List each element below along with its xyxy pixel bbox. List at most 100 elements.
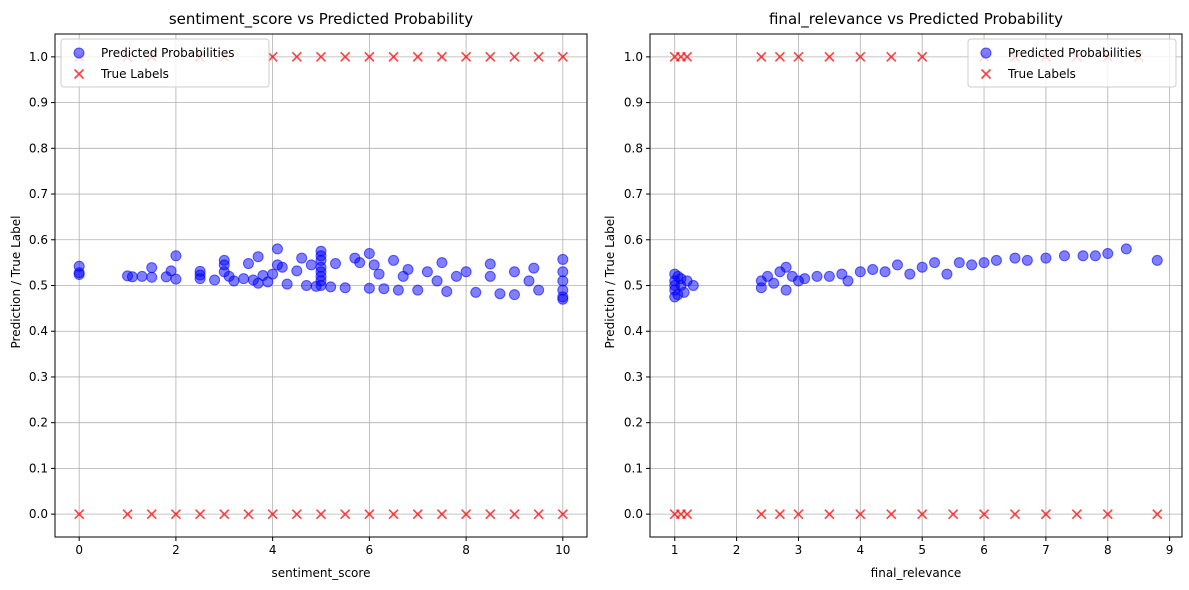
data-point-true-label: [855, 509, 866, 520]
y-axis-label: Prediction / True Label: [9, 216, 23, 349]
data-point-predicted: [557, 293, 569, 305]
data-point-true-label: [774, 51, 785, 62]
data-point-predicted: [378, 283, 390, 295]
data-point-predicted: [1089, 250, 1101, 262]
data-point-predicted: [678, 286, 690, 298]
data-point-true-label: [243, 509, 254, 520]
data-point-predicted: [146, 271, 158, 283]
data-point-predicted: [528, 262, 540, 274]
data-point-true-label: [388, 51, 399, 62]
chart-panel-final-relevance: final_relevance vs Predicted Probability…: [603, 10, 1183, 580]
data-point-predicted: [557, 266, 569, 278]
data-point-true-label: [756, 51, 767, 62]
data-point-true-label: [485, 509, 496, 520]
y-tick-label: 0.2: [29, 416, 48, 430]
data-point-true-label: [917, 51, 928, 62]
data-point-predicted: [363, 282, 375, 294]
x-tick-label: 8: [1104, 543, 1112, 557]
data-point-predicted: [508, 289, 520, 301]
chart-title: final_relevance vs Predicted Probability: [769, 10, 1063, 29]
data-point-predicted: [904, 268, 916, 280]
x-tick-label: 2: [733, 543, 741, 557]
data-point-true-label: [948, 509, 959, 520]
data-point-predicted: [392, 284, 404, 296]
data-point-true-label: [533, 509, 544, 520]
data-point-true-label: [412, 509, 423, 520]
data-point-true-label: [774, 509, 785, 520]
data-point-predicted: [1120, 243, 1132, 255]
legend-marker-true-label: [73, 68, 85, 80]
data-point-predicted: [252, 251, 264, 263]
data-point-true-label: [533, 51, 544, 62]
data-point-predicted: [1102, 247, 1114, 259]
legend: Predicted Probabilities True Labels: [60, 38, 270, 88]
data-point-predicted: [533, 284, 545, 296]
data-point-true-label: [291, 509, 302, 520]
data-point-predicted: [867, 263, 879, 275]
data-point-predicted: [267, 268, 279, 280]
data-point-true-label: [509, 509, 520, 520]
data-point-true-label: [388, 509, 399, 520]
y-tick-label: 1.0: [29, 50, 48, 64]
data-point-predicted: [755, 282, 767, 294]
y-tick-label: 0.9: [29, 96, 48, 110]
data-point-predicted: [768, 277, 780, 289]
data-point-predicted: [494, 288, 506, 300]
x-tick-label: 4: [269, 543, 277, 557]
data-point-true-label: [756, 509, 767, 520]
data-point-true-label: [364, 51, 375, 62]
data-point-predicted: [373, 268, 385, 280]
data-point-predicted: [300, 280, 312, 291]
y-tick-label: 0.5: [29, 279, 48, 293]
data-point-true-label: [170, 509, 181, 520]
x-tick-label: 0: [75, 543, 83, 557]
data-point-predicted: [170, 273, 182, 285]
data-point-true-label: [267, 51, 278, 62]
data-point-predicted: [990, 254, 1002, 266]
data-point-true-label: [682, 51, 693, 62]
data-point-predicted: [508, 266, 520, 278]
y-tick-label: 0.7: [624, 187, 643, 201]
data-point-predicted: [484, 270, 496, 282]
data-point-predicted: [1077, 250, 1089, 262]
y-tick-label: 0.3: [624, 370, 643, 384]
x-tick-label: 8: [462, 543, 470, 557]
data-point-predicted: [854, 266, 866, 278]
legend-box: [60, 38, 270, 88]
y-tick-label: 0.6: [624, 233, 643, 247]
x-tick-label: 3: [795, 543, 803, 557]
data-point-true-label: [315, 509, 327, 520]
legend-label: Predicted Probabilities: [101, 46, 234, 60]
y-tick-label: 0.5: [624, 279, 643, 293]
data-point-true-label: [824, 51, 835, 62]
data-point-true-label: [793, 51, 804, 62]
x-tick-label: 9: [1166, 543, 1174, 557]
y-tick-label: 0.1: [624, 461, 643, 475]
data-point-predicted: [811, 270, 823, 282]
data-point-predicted: [441, 285, 453, 297]
data-point-true-label: [824, 509, 835, 520]
data-point-predicted: [126, 271, 138, 283]
data-point-true-label: [340, 51, 351, 62]
data-point-predicted: [242, 258, 254, 270]
y-tick-label: 0.3: [29, 370, 48, 384]
x-tick-label: 2: [172, 543, 180, 557]
data-point-predicted: [799, 273, 811, 285]
data-point-predicted: [136, 270, 148, 282]
data-point-predicted: [966, 259, 978, 271]
y-tick-label: 0.8: [29, 141, 48, 155]
data-point-true-label: [855, 51, 866, 62]
data-point-true-label: [267, 509, 278, 520]
data-point-predicted: [325, 281, 337, 293]
data-point-true-label: [978, 509, 990, 520]
data-point-true-label: [485, 51, 496, 62]
data-point-predicted: [557, 275, 569, 287]
y-tick-label: 0.9: [624, 96, 643, 110]
data-point-predicted: [194, 273, 206, 285]
data-point-predicted: [780, 261, 792, 273]
legend-box: [967, 38, 1177, 88]
data-point-predicted: [431, 275, 443, 287]
y-tick-label: 0.2: [624, 416, 643, 430]
y-tick-label: 0.4: [624, 324, 643, 338]
